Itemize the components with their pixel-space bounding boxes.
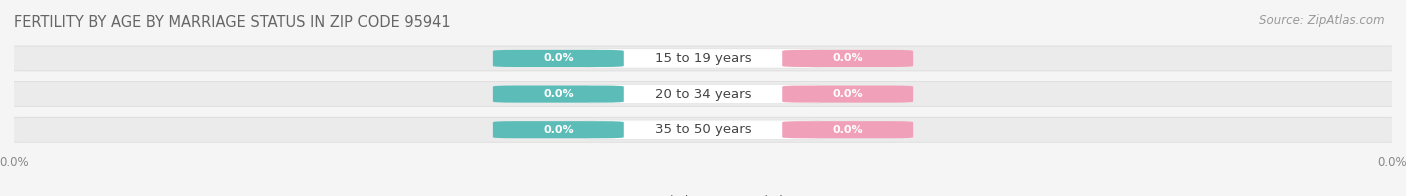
- Text: 20 to 34 years: 20 to 34 years: [655, 88, 751, 101]
- Legend: Married, Unmarried: Married, Unmarried: [623, 195, 783, 196]
- FancyBboxPatch shape: [494, 121, 624, 138]
- FancyBboxPatch shape: [494, 85, 624, 103]
- Text: Source: ZipAtlas.com: Source: ZipAtlas.com: [1260, 14, 1385, 27]
- FancyBboxPatch shape: [0, 82, 1406, 107]
- Text: 0.0%: 0.0%: [832, 54, 863, 64]
- Text: 0.0%: 0.0%: [543, 54, 574, 64]
- Text: 0.0%: 0.0%: [543, 89, 574, 99]
- FancyBboxPatch shape: [586, 84, 820, 104]
- FancyBboxPatch shape: [586, 120, 820, 139]
- FancyBboxPatch shape: [782, 121, 912, 138]
- Text: FERTILITY BY AGE BY MARRIAGE STATUS IN ZIP CODE 95941: FERTILITY BY AGE BY MARRIAGE STATUS IN Z…: [14, 15, 451, 30]
- FancyBboxPatch shape: [0, 117, 1406, 142]
- FancyBboxPatch shape: [782, 50, 912, 67]
- Text: 0.0%: 0.0%: [832, 125, 863, 135]
- Text: 0.0%: 0.0%: [543, 125, 574, 135]
- FancyBboxPatch shape: [586, 49, 820, 68]
- FancyBboxPatch shape: [0, 46, 1406, 71]
- Text: 35 to 50 years: 35 to 50 years: [655, 123, 751, 136]
- FancyBboxPatch shape: [494, 50, 624, 67]
- Text: 0.0%: 0.0%: [832, 89, 863, 99]
- FancyBboxPatch shape: [782, 85, 912, 103]
- Text: 15 to 19 years: 15 to 19 years: [655, 52, 751, 65]
